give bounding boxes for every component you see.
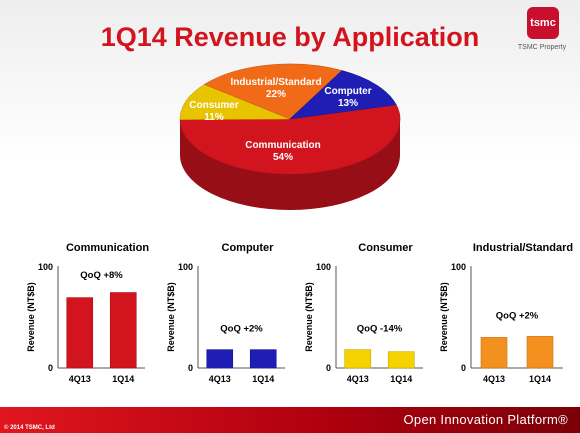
pie-side-communication (180, 119, 400, 210)
y-tick-min-industrial-standard: 0 (461, 363, 466, 373)
chart-title-consumer: Consumer (358, 242, 413, 254)
property-label: TSMC Property (517, 44, 567, 51)
x-tick-industrial-standard-4q13: 4Q13 (483, 374, 505, 384)
bar-consumer-4q13 (344, 349, 372, 369)
qoq-annotation-consumer: QoQ -14% (357, 324, 403, 335)
bar-computer-1q14 (249, 349, 277, 369)
x-tick-consumer-1q14: 1Q14 (390, 374, 412, 384)
page-title: 1Q14 Revenue by Application (100, 22, 480, 52)
y-label-computer: Revenue (NT$B) (166, 282, 176, 352)
pie-value-communication: 54% (273, 152, 293, 163)
chart-title-computer: Computer (222, 242, 275, 254)
pie-label-industrial-standard: Industrial/Standard (230, 77, 321, 88)
y-label-industrial-standard: Revenue (NT$B) (439, 282, 449, 352)
y-tick-max-consumer: 100 (316, 262, 331, 272)
pie-value-consumer: 11% (204, 112, 224, 123)
x-tick-consumer-4q13: 4Q13 (347, 374, 369, 384)
bar-industrial-standard-4q13 (480, 337, 508, 369)
x-tick-communication-4q13: 4Q13 (69, 374, 91, 384)
chart-title-industrial-standard: Industrial/Standard (473, 242, 573, 254)
y-tick-max-industrial-standard: 100 (451, 262, 466, 272)
bar-chart-industrial: Industrial/Standard 100 0 Revenue (NT$B) 4Q1… (439, 242, 573, 384)
chart-title-communication: Communication (66, 242, 149, 254)
y-tick-min-communication: 0 (48, 363, 53, 373)
bar-communication-4q13 (66, 297, 94, 369)
x-tick-computer-1q14: 1Q14 (252, 374, 274, 384)
y-label-consumer: Revenue (NT$B) (304, 282, 314, 352)
pie-slice-consumer (179, 84, 291, 120)
x-tick-communication-1q14: 1Q14 (112, 374, 134, 384)
bar-industrial-standard-1q14 (526, 336, 554, 369)
qoq-annotation-communication: QoQ +8% (80, 270, 123, 281)
footer-bar: Open Innovation Platform® (0, 407, 580, 433)
y-tick-min-computer: 0 (188, 363, 193, 373)
y-label-communication: Revenue (NT$B) (26, 282, 36, 352)
y-tick-max-computer: 100 (178, 262, 193, 272)
bar-chart-consumer: Consumer 100 0 Revenue (NT$B) 4Q13 1Q14 QoQ -1… (304, 242, 423, 384)
qoq-annotation-industrial-standard: QoQ +2% (496, 310, 539, 321)
tsmc-logo: tsmc (527, 7, 559, 39)
y-tick-min-consumer: 0 (326, 363, 331, 373)
y-tick-max-communication: 100 (38, 262, 53, 272)
pie-slice-industrial-standard (203, 63, 343, 120)
bar-chart-communication: Communication 100 0 Revenue (NT$B) 4Q13 1Q14 Q… (26, 242, 149, 384)
pie-value-computer: 13% (338, 98, 358, 109)
pie-slice-communication (179, 104, 401, 175)
bar-computer-4q13 (206, 349, 234, 369)
pie-label-communication: Communication (245, 140, 321, 151)
copyright: © 2014 TSMC, Ltd (4, 425, 55, 431)
bar-communication-1q14 (109, 292, 137, 369)
qoq-annotation-computer: QoQ +2% (220, 324, 263, 335)
pie-label-consumer: Consumer (189, 100, 239, 111)
x-tick-computer-4q13: 4Q13 (209, 374, 231, 384)
pie-label-computer: Computer (324, 86, 371, 97)
bar-chart-computer: Computer 100 0 Revenue (NT$B) 4Q13 1Q14 QoQ +2… (166, 242, 285, 384)
bar-consumer-1q14 (387, 351, 415, 369)
pie-value-industrial-standard: 22% (266, 89, 286, 100)
footer-brand: Open Innovation Platform® (403, 412, 568, 427)
x-tick-industrial-standard-1q14: 1Q14 (529, 374, 551, 384)
pie-slice-computer (289, 70, 397, 120)
